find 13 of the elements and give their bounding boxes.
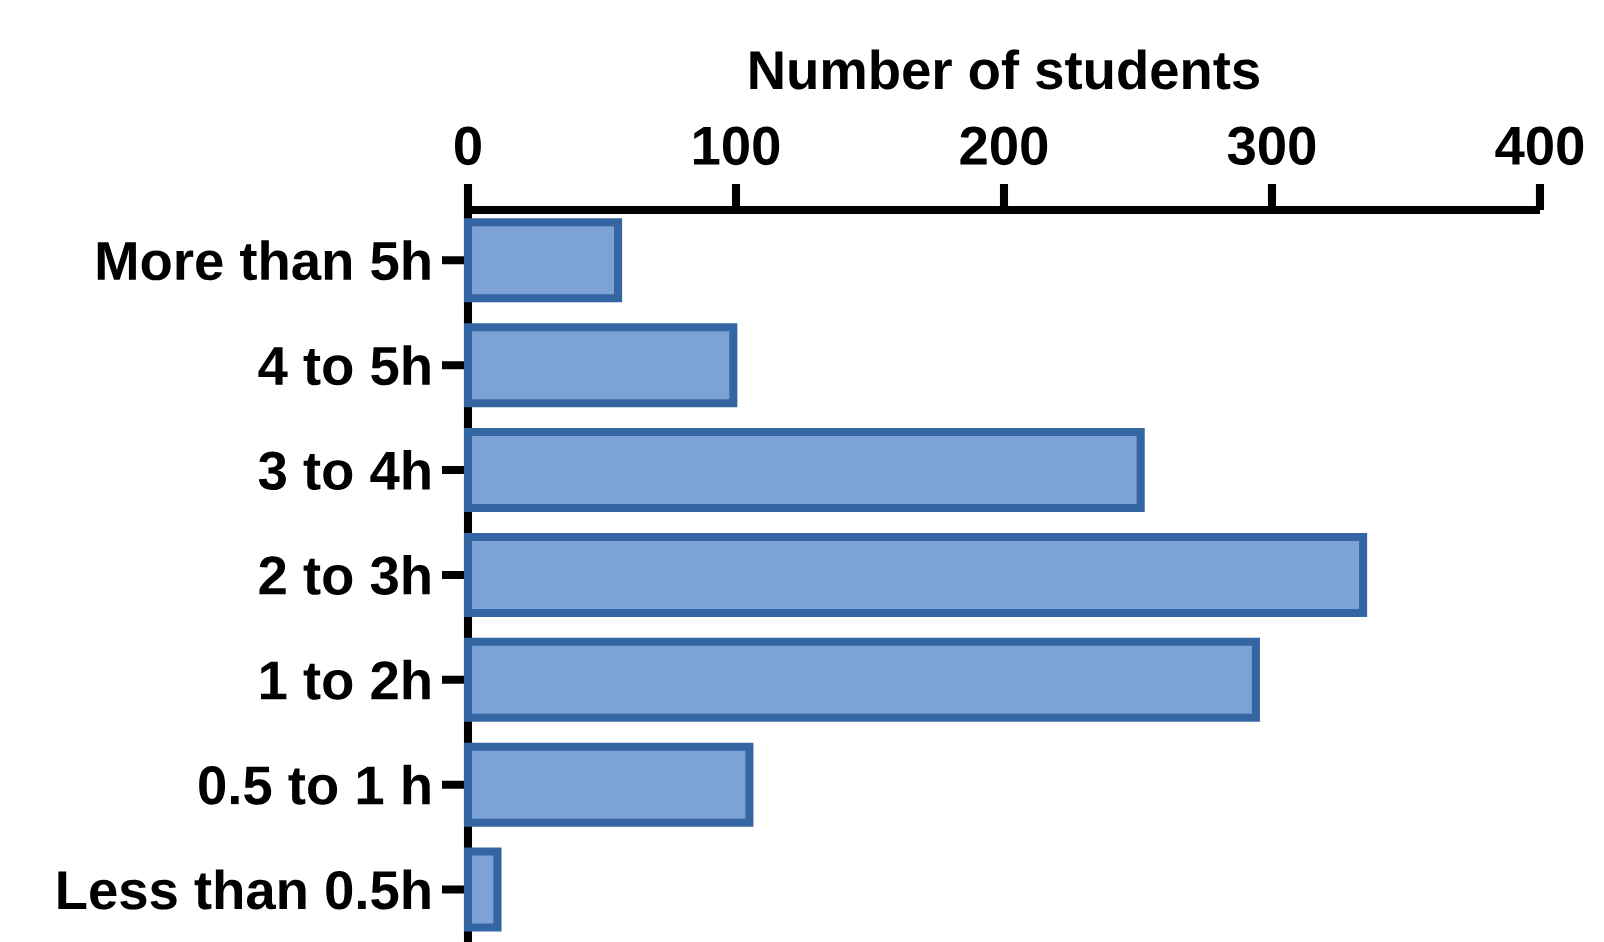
x-tick-label: 400: [1495, 126, 1584, 166]
y-tick-label: 3 to 4h: [258, 450, 430, 491]
y-tick-label: 4 to 5h: [258, 345, 430, 386]
y-tick-label: More than 5h: [97, 240, 430, 281]
x-tick-label: 300: [1227, 126, 1316, 166]
x-tick-label: 100: [693, 126, 780, 166]
y-tick-label: 1 to 2h: [261, 659, 430, 700]
x-tick-label: 200: [960, 126, 1048, 166]
x-axis-title: Number of students: [750, 49, 1259, 90]
y-tick-label: 2 to 3h: [259, 554, 430, 595]
y-tick-label: 0.5 to 1 h: [199, 764, 430, 805]
y-tick-label: Less than 0.5h: [58, 869, 430, 910]
x-tick-label: 0: [455, 126, 481, 166]
